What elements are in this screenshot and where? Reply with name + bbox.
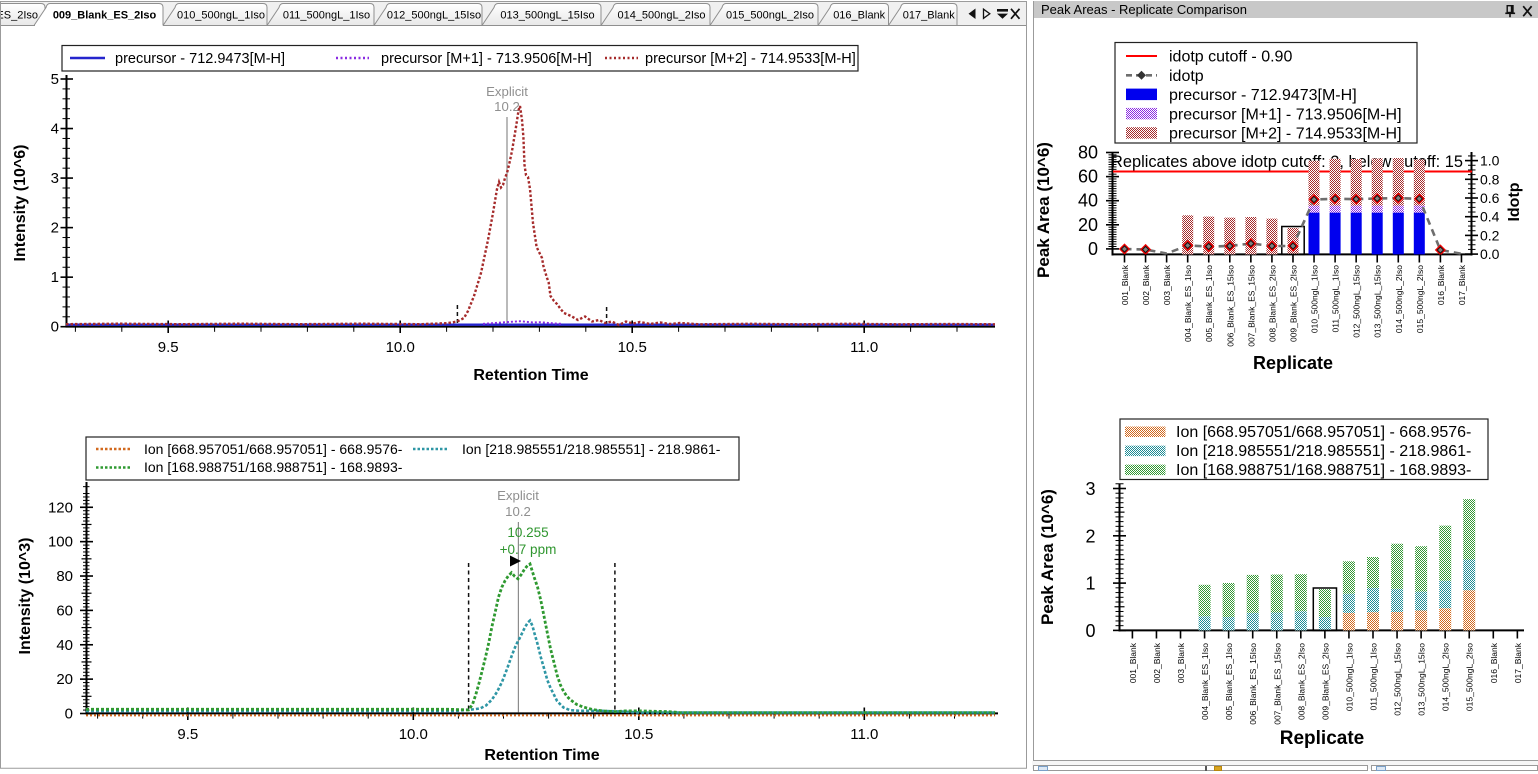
svg-text:10.5: 10.5: [624, 726, 653, 743]
svg-text:0: 0: [51, 319, 59, 336]
svg-text:Retention Time: Retention Time: [484, 747, 599, 764]
svg-text:10.2: 10.2: [505, 504, 531, 519]
svg-text:014_500ngL_2Iso: 014_500ngL_2Iso: [617, 10, 705, 22]
svg-text:012_500ngL_15Iso: 012_500ngL_15Iso: [387, 10, 481, 22]
svg-text:precursor [M+2] - 714.9533[M-H: precursor [M+2] - 714.9533[M-H]: [645, 51, 856, 67]
svg-text:Explicit: Explicit: [486, 84, 528, 99]
svg-text:11.0: 11.0: [850, 726, 878, 743]
svg-text:20: 20: [56, 671, 73, 688]
svg-text:10.2: 10.2: [494, 99, 520, 114]
svg-text:40: 40: [56, 637, 73, 654]
svg-text:010_500ngL_1Iso: 010_500ngL_1Iso: [177, 10, 265, 22]
svg-text:016_Blank: 016_Blank: [833, 10, 885, 22]
svg-text:100: 100: [48, 534, 73, 551]
svg-text:5: 5: [51, 71, 59, 88]
svg-text:Intensity (10^6): Intensity (10^6): [12, 145, 29, 262]
svg-text:60: 60: [56, 602, 73, 619]
svg-text:4: 4: [51, 121, 59, 138]
svg-text:Ion [218.985551/218.985551] -: Ion [218.985551/218.985551] - 218.9861-: [462, 441, 721, 457]
svg-text:11.0: 11.0: [850, 339, 878, 356]
svg-text:3: 3: [51, 170, 59, 187]
svg-text:precursor - 712.9473[M-H]: precursor - 712.9473[M-H]: [115, 51, 285, 67]
svg-text:10.0: 10.0: [399, 726, 428, 743]
svg-text:9.5: 9.5: [158, 339, 179, 356]
svg-text:Explicit: Explicit: [497, 488, 539, 503]
svg-text:1: 1: [51, 269, 59, 286]
svg-text:2: 2: [51, 220, 59, 237]
svg-text:Retention Time: Retention Time: [473, 367, 588, 384]
svg-text:10.5: 10.5: [618, 339, 647, 356]
svg-text:Intensity (10^3): Intensity (10^3): [17, 538, 34, 655]
svg-text:017_Blank: 017_Blank: [903, 10, 955, 22]
svg-text:Ion [668.957051/668.957051] -: Ion [668.957051/668.957051] - 668.9576-: [144, 441, 403, 457]
svg-text:Ion [168.988751/168.988751] -: Ion [168.988751/168.988751] - 168.9893-: [144, 459, 403, 475]
svg-text:10.255: 10.255: [507, 525, 548, 540]
svg-text:+0.7 ppm: +0.7 ppm: [500, 542, 557, 557]
svg-text:80: 80: [56, 568, 73, 585]
svg-text:011_500ngL_1Iso: 011_500ngL_1Iso: [283, 10, 370, 22]
svg-text:013_500ngL_15Iso: 013_500ngL_15Iso: [500, 10, 594, 22]
svg-text:0: 0: [65, 706, 73, 723]
svg-text:008_Blank_ES_2Iso: 008_Blank_ES_2Iso: [0, 10, 38, 22]
svg-text:015_500ngL_2Iso: 015_500ngL_2Iso: [726, 10, 814, 22]
svg-text:10.0: 10.0: [386, 339, 415, 356]
svg-text:9.5: 9.5: [177, 726, 198, 743]
svg-text:009_Blank_ES_2Iso: 009_Blank_ES_2Iso: [53, 10, 157, 22]
svg-text:120: 120: [48, 499, 73, 516]
svg-text:precursor [M+1] - 713.9506[M-H: precursor [M+1] - 713.9506[M-H]: [381, 51, 592, 67]
